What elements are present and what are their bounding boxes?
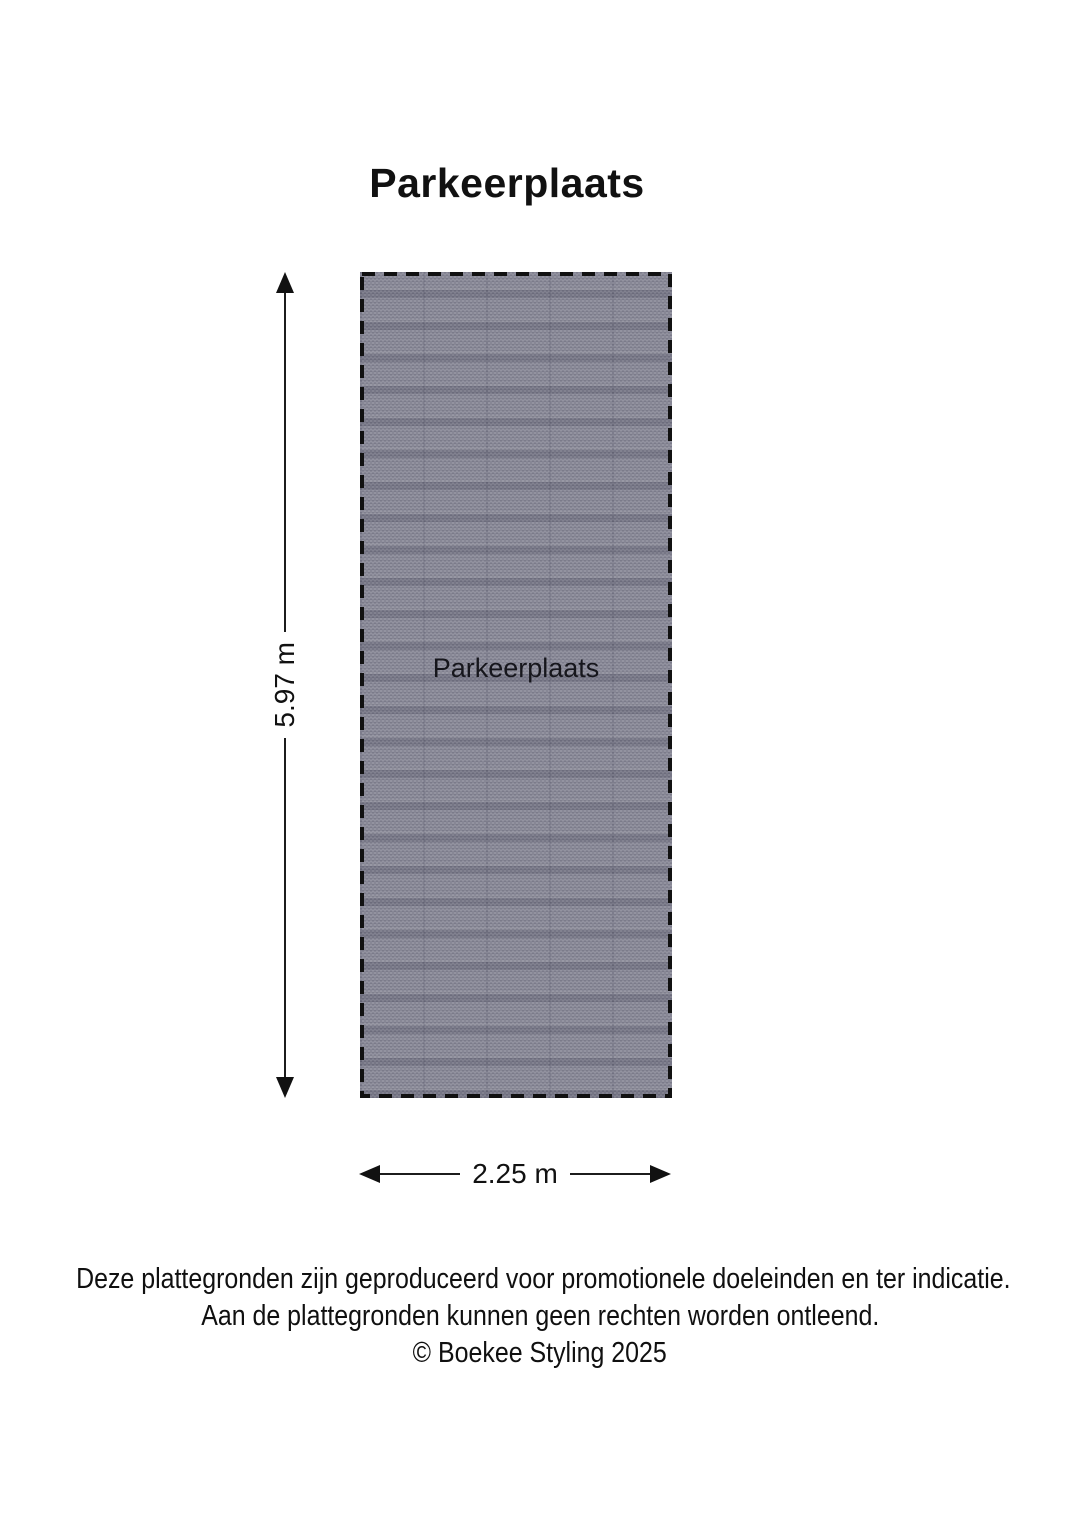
room-label: Parkeerplaats bbox=[432, 653, 600, 683]
dimension-line-segment bbox=[380, 1173, 461, 1175]
arrow-up-icon bbox=[276, 272, 294, 293]
height-dimension-label: 5.97 m bbox=[269, 642, 300, 728]
disclaimer: Deze plattegronden zijn geproduceerd voo… bbox=[0, 1261, 1080, 1372]
disclaimer-line-1: Deze plattegronden zijn geproduceerd voo… bbox=[76, 1263, 1011, 1295]
disclaimer-line-2: Aan de plattegronden kunnen geen rechten… bbox=[200, 1300, 880, 1332]
arrow-down-icon bbox=[276, 1077, 294, 1099]
disclaimer-line-3: © Boekee Styling 2025 bbox=[412, 1337, 668, 1369]
height-dimension: 5.97 m bbox=[269, 272, 300, 1099]
arrow-left-icon bbox=[359, 1165, 380, 1183]
width-dimension: 2.25 m bbox=[359, 1158, 672, 1190]
dimension-line-segment bbox=[569, 1173, 651, 1175]
arrow-right-icon bbox=[650, 1165, 672, 1183]
page-title: Parkeerplaats bbox=[369, 160, 645, 206]
dashed-outline bbox=[360, 272, 672, 1098]
parking-space-area: Parkeerplaats bbox=[360, 272, 672, 1098]
width-dimension-label: 2.25 m bbox=[472, 1158, 558, 1189]
dimension-line-segment bbox=[284, 293, 286, 633]
dimension-line-segment bbox=[284, 737, 286, 1078]
